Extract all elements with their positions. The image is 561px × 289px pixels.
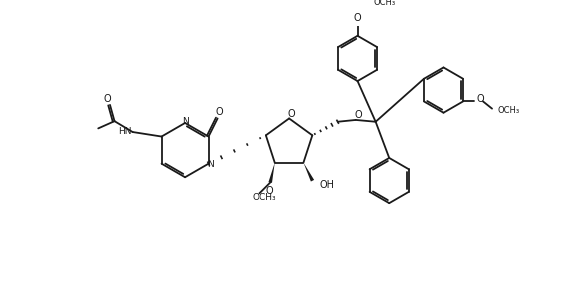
Text: O: O <box>287 109 295 119</box>
Text: O: O <box>103 94 111 103</box>
Text: OCH₃: OCH₃ <box>253 193 277 202</box>
Text: O: O <box>265 186 273 196</box>
Text: OCH₃: OCH₃ <box>374 0 396 7</box>
Polygon shape <box>269 163 275 183</box>
Text: O: O <box>215 107 223 117</box>
Polygon shape <box>304 163 314 181</box>
Text: O: O <box>477 94 484 104</box>
Text: N: N <box>182 117 188 126</box>
Text: O: O <box>355 110 362 121</box>
Text: HN: HN <box>118 127 132 136</box>
Text: OCH₃: OCH₃ <box>498 106 519 115</box>
Text: O: O <box>354 13 361 23</box>
Text: N: N <box>207 160 214 169</box>
Text: OH: OH <box>320 180 335 190</box>
